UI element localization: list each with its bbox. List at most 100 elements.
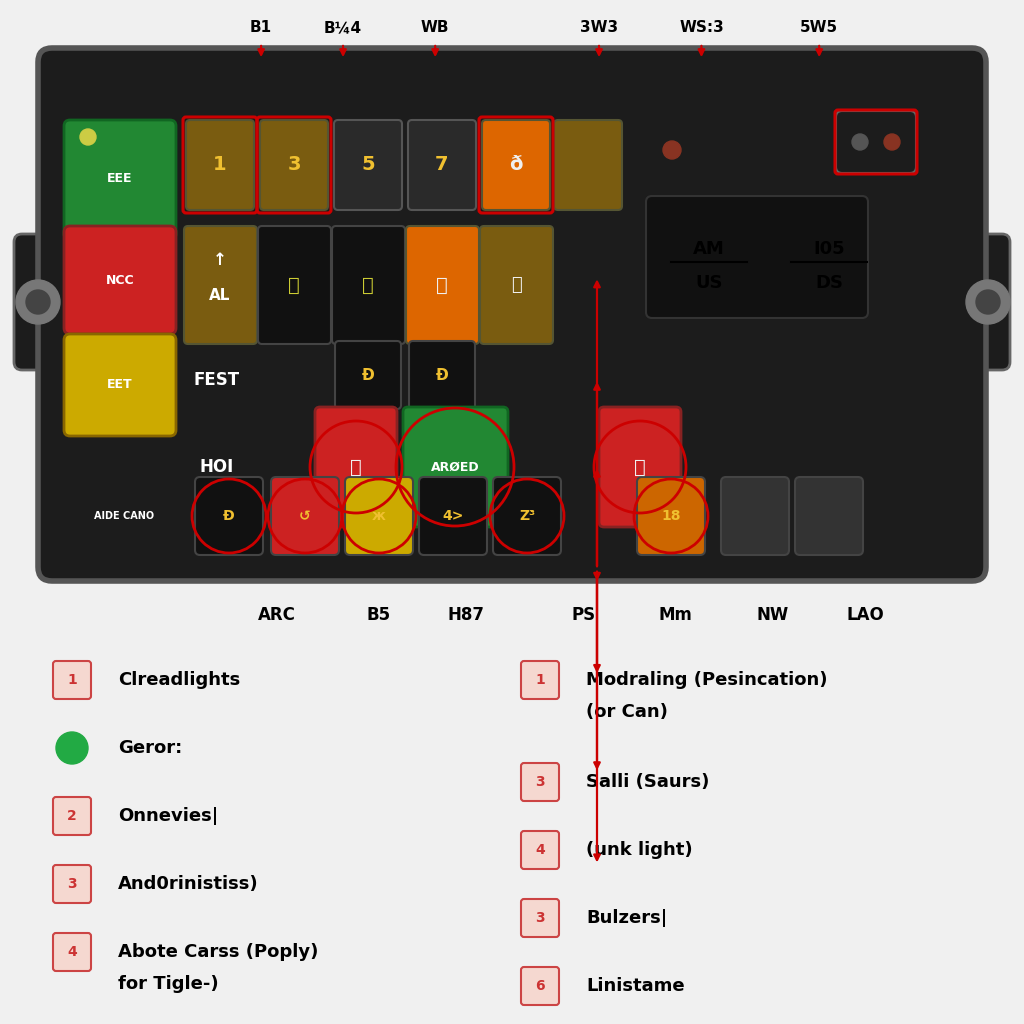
FancyBboxPatch shape bbox=[521, 899, 559, 937]
FancyBboxPatch shape bbox=[493, 477, 561, 555]
FancyBboxPatch shape bbox=[521, 967, 559, 1005]
Text: 3W3: 3W3 bbox=[580, 20, 618, 36]
FancyBboxPatch shape bbox=[63, 334, 176, 436]
Text: (unk light): (unk light) bbox=[586, 841, 692, 859]
Circle shape bbox=[852, 134, 868, 150]
Text: I05: I05 bbox=[813, 240, 845, 258]
FancyBboxPatch shape bbox=[63, 120, 176, 240]
Circle shape bbox=[976, 290, 1000, 314]
FancyBboxPatch shape bbox=[480, 226, 553, 344]
Text: 1: 1 bbox=[68, 673, 77, 687]
Text: 1: 1 bbox=[213, 156, 226, 174]
Text: US: US bbox=[695, 274, 723, 292]
FancyBboxPatch shape bbox=[14, 234, 62, 370]
FancyBboxPatch shape bbox=[334, 120, 402, 210]
Text: NCC: NCC bbox=[105, 273, 134, 287]
Text: 1: 1 bbox=[536, 673, 545, 687]
Text: 4: 4 bbox=[68, 945, 77, 959]
Text: ↺: ↺ bbox=[299, 509, 311, 523]
Text: AL: AL bbox=[209, 288, 230, 302]
Text: ⓒ: ⓒ bbox=[288, 275, 300, 295]
FancyBboxPatch shape bbox=[408, 120, 476, 210]
Text: 7: 7 bbox=[435, 156, 449, 174]
FancyBboxPatch shape bbox=[53, 662, 91, 699]
Text: ж: ж bbox=[372, 509, 386, 523]
Text: ð: ð bbox=[509, 156, 522, 174]
Text: Onnevies|: Onnevies| bbox=[118, 807, 218, 825]
Circle shape bbox=[16, 280, 60, 324]
Circle shape bbox=[56, 732, 88, 764]
Text: H87: H87 bbox=[447, 606, 484, 624]
FancyBboxPatch shape bbox=[258, 226, 331, 344]
Text: 3: 3 bbox=[68, 877, 77, 891]
FancyBboxPatch shape bbox=[406, 226, 479, 344]
Text: 4>: 4> bbox=[442, 509, 464, 523]
FancyBboxPatch shape bbox=[53, 933, 91, 971]
Text: Bulzers|: Bulzers| bbox=[586, 909, 668, 927]
FancyBboxPatch shape bbox=[721, 477, 790, 555]
Text: 6: 6 bbox=[536, 979, 545, 993]
Text: B¼4: B¼4 bbox=[324, 20, 362, 36]
Text: WB: WB bbox=[421, 20, 450, 36]
Text: 3: 3 bbox=[536, 775, 545, 790]
FancyBboxPatch shape bbox=[335, 341, 401, 409]
Text: Linistame: Linistame bbox=[586, 977, 685, 995]
Circle shape bbox=[80, 129, 96, 145]
Text: LAO: LAO bbox=[847, 606, 884, 624]
Text: Clreadlights: Clreadlights bbox=[118, 671, 241, 689]
Text: for Tigle-): for Tigle-) bbox=[118, 975, 219, 993]
FancyBboxPatch shape bbox=[63, 226, 176, 334]
FancyBboxPatch shape bbox=[332, 226, 406, 344]
Text: EET: EET bbox=[108, 379, 133, 391]
FancyBboxPatch shape bbox=[345, 477, 413, 555]
Text: ⓒ: ⓒ bbox=[436, 275, 447, 295]
Text: 3: 3 bbox=[536, 911, 545, 925]
Circle shape bbox=[74, 123, 102, 151]
FancyBboxPatch shape bbox=[599, 407, 681, 527]
FancyBboxPatch shape bbox=[184, 226, 257, 344]
FancyBboxPatch shape bbox=[962, 234, 1010, 370]
FancyBboxPatch shape bbox=[38, 48, 986, 581]
Text: 18: 18 bbox=[662, 509, 681, 523]
Text: B1: B1 bbox=[250, 20, 272, 36]
FancyBboxPatch shape bbox=[521, 831, 559, 869]
Text: FEST: FEST bbox=[194, 371, 240, 389]
FancyBboxPatch shape bbox=[646, 196, 868, 318]
FancyBboxPatch shape bbox=[419, 477, 487, 555]
Text: B5: B5 bbox=[367, 606, 391, 624]
Text: Ð: Ð bbox=[435, 368, 449, 383]
Text: ⓒ: ⓒ bbox=[362, 275, 374, 295]
Text: EEE: EEE bbox=[108, 171, 133, 184]
FancyBboxPatch shape bbox=[53, 797, 91, 835]
Text: NW: NW bbox=[757, 606, 790, 624]
Text: Modraling (Pesincation): Modraling (Pesincation) bbox=[586, 671, 827, 689]
Circle shape bbox=[26, 290, 50, 314]
FancyBboxPatch shape bbox=[637, 477, 705, 555]
Text: Geror:: Geror: bbox=[118, 739, 182, 757]
Text: PS: PS bbox=[571, 606, 596, 624]
Text: (or Can): (or Can) bbox=[586, 703, 668, 721]
Circle shape bbox=[663, 141, 681, 159]
Text: 4: 4 bbox=[536, 843, 545, 857]
Text: And0rinistiss): And0rinistiss) bbox=[118, 874, 259, 893]
Text: Abote Carss (Poply): Abote Carss (Poply) bbox=[118, 943, 318, 961]
Circle shape bbox=[884, 134, 900, 150]
FancyBboxPatch shape bbox=[195, 477, 263, 555]
FancyBboxPatch shape bbox=[521, 662, 559, 699]
FancyBboxPatch shape bbox=[795, 477, 863, 555]
Text: ⓒ: ⓒ bbox=[350, 458, 361, 476]
Text: 5: 5 bbox=[361, 156, 375, 174]
Text: WS:3: WS:3 bbox=[679, 20, 724, 36]
Text: Ð: Ð bbox=[223, 509, 234, 523]
Text: ↑: ↑ bbox=[213, 251, 227, 269]
Text: Salli (Saurs): Salli (Saurs) bbox=[586, 773, 710, 791]
FancyBboxPatch shape bbox=[271, 477, 339, 555]
Text: 5W5: 5W5 bbox=[800, 20, 839, 36]
FancyBboxPatch shape bbox=[554, 120, 622, 210]
Text: 3: 3 bbox=[288, 156, 301, 174]
FancyBboxPatch shape bbox=[186, 120, 254, 210]
Circle shape bbox=[966, 280, 1010, 324]
FancyBboxPatch shape bbox=[836, 111, 916, 173]
Text: DS: DS bbox=[815, 274, 843, 292]
FancyBboxPatch shape bbox=[53, 865, 91, 903]
